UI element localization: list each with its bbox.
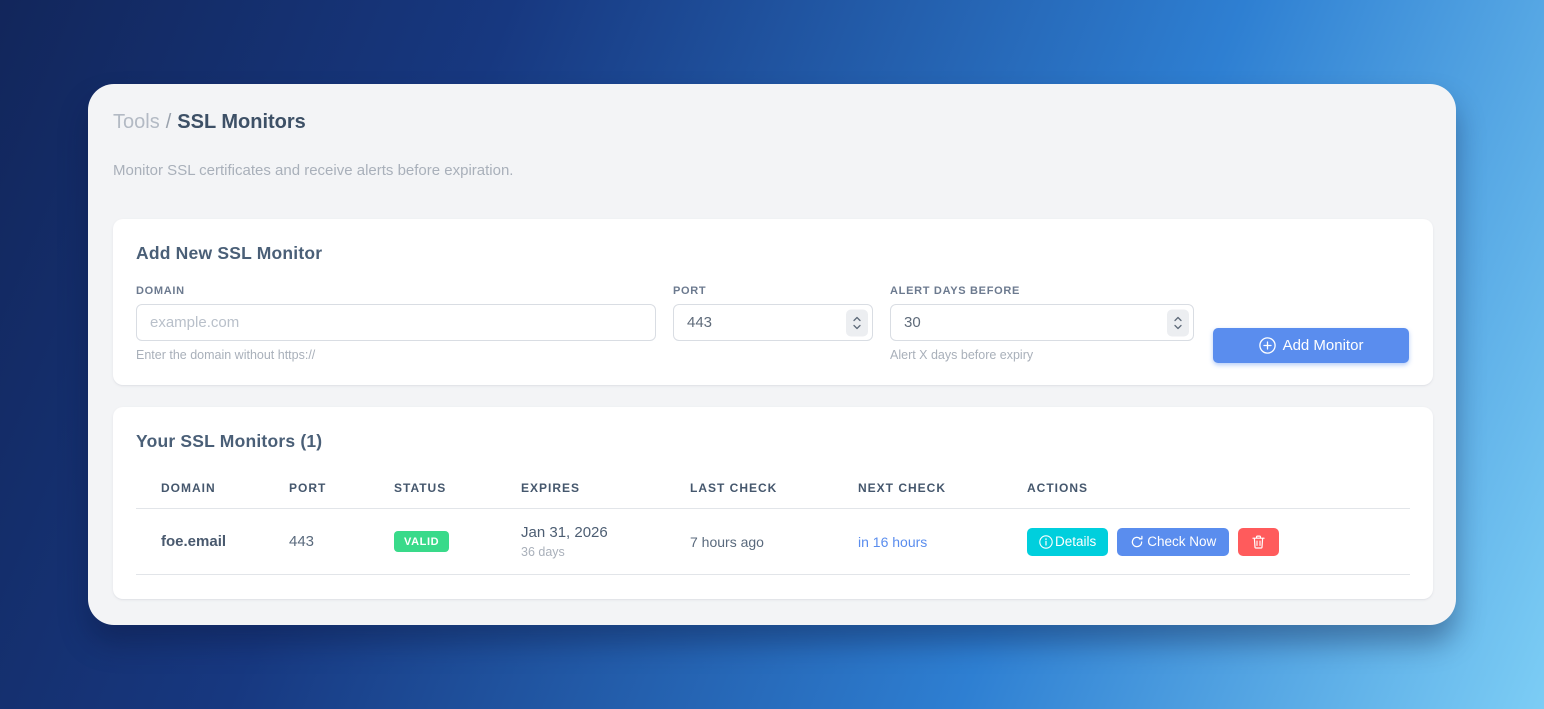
monitor-expires-days: 36 days xyxy=(521,545,565,559)
main-panel: Tools / SSL Monitors Monitor SSL certifica… xyxy=(88,84,1456,625)
domain-label: DOMAIN xyxy=(136,285,185,297)
chevron-down-icon xyxy=(853,324,861,329)
delete-button[interactable] xyxy=(1238,527,1280,556)
add-monitor-button[interactable]: Add Monitor xyxy=(1213,328,1409,363)
alert-days-field-group: ALERT DAYS BEFORE Alert X days before ex… xyxy=(890,285,1194,362)
breadcrumb-tools[interactable]: Tools xyxy=(113,111,160,133)
port-label: PORT xyxy=(673,285,707,297)
column-header-last-check: LAST CHECK xyxy=(680,469,848,509)
monitors-list-card: Your SSL Monitors (1) DOMAIN PORT STATUS… xyxy=(113,407,1433,599)
chevron-up-icon xyxy=(1174,316,1182,321)
add-monitor-card: Add New SSL Monitor DOMAIN Enter the dom… xyxy=(113,219,1433,385)
column-header-port: PORT xyxy=(279,469,384,509)
domain-help-text: Enter the domain without https:// xyxy=(136,348,316,362)
table-header-row: DOMAIN PORT STATUS EXPIRES LAST CHECK NE… xyxy=(136,469,1410,509)
row-actions: Details Check Now xyxy=(1027,527,1400,556)
column-header-domain: DOMAIN xyxy=(136,469,279,509)
table-row: foe.email 443 VALID Jan 31, 2026 36 days… xyxy=(136,508,1410,575)
monitor-next-check: in 16 hours xyxy=(848,508,1017,575)
column-header-expires: EXPIRES xyxy=(511,469,680,509)
details-button[interactable]: Details xyxy=(1027,527,1109,556)
check-now-button-label: Check Now xyxy=(1147,534,1217,549)
page-title: SSL Monitors xyxy=(177,111,306,133)
port-stepper[interactable] xyxy=(846,309,868,336)
status-badge: VALID xyxy=(394,531,450,552)
monitor-domain: foe.email xyxy=(136,508,279,575)
info-circle-icon xyxy=(1039,534,1053,549)
page-subtitle: Monitor SSL certificates and receive ale… xyxy=(113,162,514,179)
port-input[interactable] xyxy=(673,304,873,341)
chevron-down-icon xyxy=(1174,324,1182,329)
refresh-icon xyxy=(1130,535,1144,549)
column-header-next-check: NEXT CHECK xyxy=(848,469,1017,509)
monitors-table: DOMAIN PORT STATUS EXPIRES LAST CHECK NE… xyxy=(136,469,1410,575)
monitor-expires-date: Jan 31, 2026 xyxy=(521,524,608,541)
monitor-last-check: 7 hours ago xyxy=(680,508,848,575)
domain-input[interactable] xyxy=(136,304,656,341)
breadcrumb-separator: / xyxy=(165,111,172,133)
column-header-actions: ACTIONS xyxy=(1017,469,1410,509)
add-monitor-form: DOMAIN Enter the domain without https://… xyxy=(136,285,1410,363)
details-button-label: Details xyxy=(1055,534,1097,549)
alert-days-label: ALERT DAYS BEFORE xyxy=(890,285,1021,297)
trash-icon xyxy=(1252,535,1265,549)
add-monitor-button-label: Add Monitor xyxy=(1282,337,1364,354)
alert-days-help-text: Alert X days before expiry xyxy=(890,348,1034,362)
monitor-port: 443 xyxy=(279,508,384,575)
alert-days-input[interactable] xyxy=(890,304,1194,341)
add-monitor-card-title: Add New SSL Monitor xyxy=(136,243,323,263)
alert-days-stepper[interactable] xyxy=(1167,309,1189,336)
domain-field-group: DOMAIN Enter the domain without https:// xyxy=(136,285,656,362)
breadcrumb: Tools / SSL Monitors xyxy=(113,110,306,134)
check-now-button[interactable]: Check Now xyxy=(1117,527,1230,556)
column-header-status: STATUS xyxy=(384,469,511,509)
port-field-group: PORT xyxy=(673,285,873,341)
monitors-list-title: Your SSL Monitors (1) xyxy=(136,431,323,451)
plus-circle-icon xyxy=(1258,337,1276,354)
chevron-up-icon xyxy=(853,316,861,321)
